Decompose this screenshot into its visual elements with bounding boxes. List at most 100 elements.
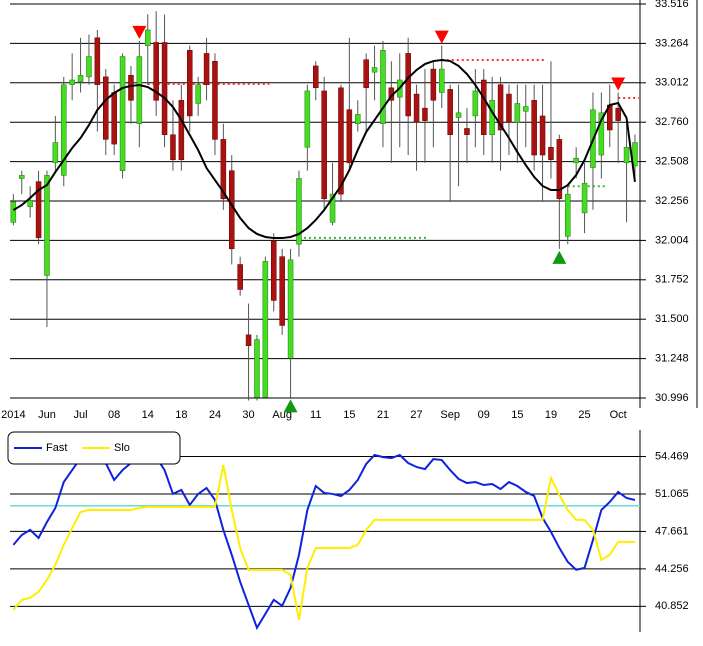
candle-body <box>565 193 571 237</box>
candle-body <box>69 79 75 85</box>
candle-body <box>212 60 218 140</box>
candle-body <box>355 114 361 125</box>
y-tick-label: 32.508 <box>655 156 689 168</box>
x-tick-label: 14 <box>142 409 154 421</box>
legend-label: Slo <box>114 442 130 454</box>
candle-body <box>548 146 554 160</box>
candle-body <box>573 157 579 164</box>
candle-body <box>128 75 134 101</box>
candle-body <box>371 67 378 73</box>
candle-body <box>195 84 201 104</box>
x-tick-label: 21 <box>377 409 389 421</box>
legend: Fast Slo <box>7 431 181 465</box>
y-tick-label: 30.996 <box>655 392 689 404</box>
candle-body <box>623 146 630 164</box>
candle-body <box>472 90 479 117</box>
y-tick-label: 44.256 <box>655 563 689 575</box>
candle-body <box>321 90 327 200</box>
candle-body <box>262 261 269 398</box>
candle-body <box>136 56 143 125</box>
candle-body <box>161 42 168 135</box>
x-tick-label: 08 <box>108 409 120 421</box>
x-tick-label: 15 <box>511 409 523 421</box>
candle-body <box>203 53 210 85</box>
y-tick-label: 32.256 <box>655 195 689 207</box>
candle-body <box>44 175 50 276</box>
candle-body <box>94 37 101 85</box>
candle-body <box>296 178 302 245</box>
candle-body <box>338 87 344 195</box>
candle-body <box>497 84 504 131</box>
candle-body <box>304 90 311 148</box>
indicator-line <box>12 464 635 620</box>
x-tick-label: 25 <box>578 409 590 421</box>
signal-arrow <box>434 30 449 44</box>
candle-body <box>52 142 59 164</box>
x-tick-label: 11 <box>310 409 321 421</box>
candle-body <box>523 106 529 112</box>
x-tick-label: Jun <box>38 409 56 421</box>
x-tick-label: 30 <box>242 409 254 421</box>
y-tick-label: 33.516 <box>655 0 689 10</box>
indicator-line <box>12 445 636 631</box>
x-tick-label: Oct <box>610 409 627 421</box>
candle-body <box>556 139 563 200</box>
y-tick-label: 31.500 <box>655 313 689 325</box>
candle-body <box>86 56 92 78</box>
candle-body <box>245 334 252 347</box>
candle-body <box>279 256 285 326</box>
candle-body <box>254 339 260 398</box>
candle-body <box>287 259 294 359</box>
signal-arrow <box>132 25 147 39</box>
x-tick-label: 24 <box>209 409 221 421</box>
y-tick-label: 47.661 <box>655 525 689 537</box>
candle-body <box>489 100 495 135</box>
candle-body <box>539 115 546 156</box>
x-tick-label: 09 <box>478 409 490 421</box>
signal-arrow <box>611 77 626 91</box>
candle-body <box>313 65 319 89</box>
candle-body <box>447 89 453 135</box>
candle-body <box>329 193 336 223</box>
y-tick-label: 51.065 <box>655 488 689 500</box>
candle-body <box>61 84 67 176</box>
candle-body <box>413 93 420 123</box>
candle-body <box>514 103 521 123</box>
candle-body <box>170 134 176 160</box>
y-tick-label: 32.004 <box>655 234 689 246</box>
candle-body <box>531 100 537 156</box>
x-tick-label: Sep <box>440 409 460 421</box>
candle-body <box>178 100 185 160</box>
x-tick-label: 19 <box>545 409 557 421</box>
candle-body <box>464 128 470 135</box>
candle-body <box>10 201 17 223</box>
candle-body <box>119 56 126 171</box>
candle-body <box>455 112 462 118</box>
x-tick-label: 27 <box>410 409 422 421</box>
candle-body <box>422 107 428 121</box>
candle-body <box>145 29 151 46</box>
candle-body <box>187 50 193 117</box>
candle-body <box>153 42 159 101</box>
candle-body <box>111 92 117 145</box>
candle-body <box>237 264 243 290</box>
candle-body <box>363 59 369 89</box>
candle-body <box>615 107 621 121</box>
candle-body <box>271 240 277 301</box>
candle-body <box>632 142 638 167</box>
candle-body <box>220 139 227 200</box>
y-tick-label: 31.248 <box>655 353 689 365</box>
x-tick-label: 2014 <box>1 409 25 421</box>
candle-body <box>481 79 487 135</box>
candle-body <box>77 75 84 82</box>
candle-body <box>380 50 386 125</box>
y-tick-label: 33.012 <box>655 77 689 89</box>
candle-body <box>598 112 605 156</box>
candle-body <box>506 93 512 123</box>
moving-average-line <box>12 58 636 240</box>
y-tick-label: 33.264 <box>655 37 689 49</box>
candle-body <box>27 200 33 207</box>
candle-body <box>19 175 25 179</box>
y-tick-label: 40.852 <box>655 600 689 612</box>
y-tick-label: 54.469 <box>655 450 689 462</box>
